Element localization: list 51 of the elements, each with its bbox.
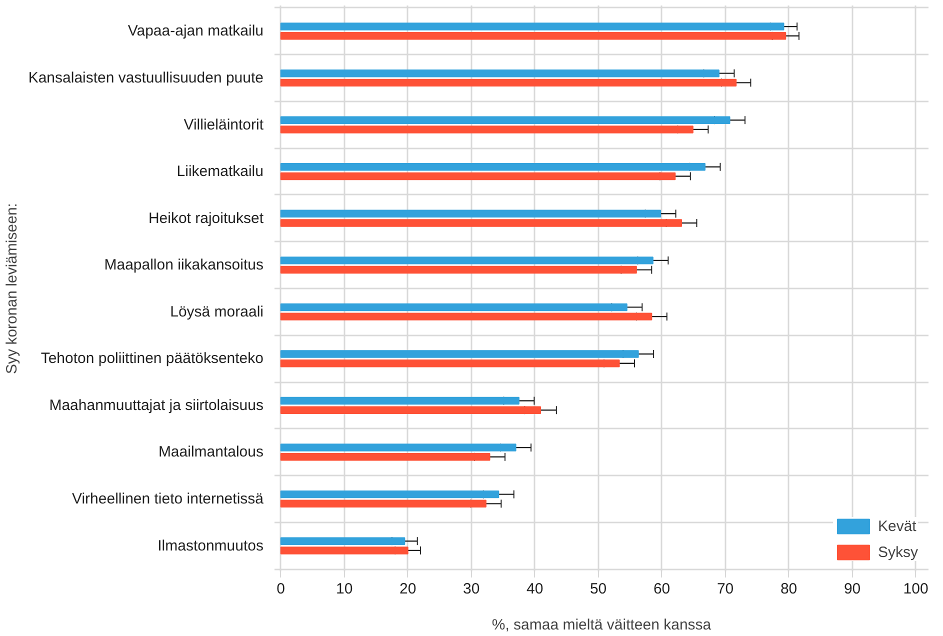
x-tick-label: 10 <box>336 580 353 598</box>
bar <box>280 256 654 264</box>
legend-label: Syksy <box>878 544 918 560</box>
bar <box>280 303 628 312</box>
y-tick-label: Vapaa-ajan matkailu <box>128 22 264 40</box>
bar <box>280 453 490 461</box>
bar <box>280 116 730 124</box>
bar <box>280 32 786 40</box>
x-tick-label: 70 <box>716 580 734 598</box>
bar <box>280 219 682 227</box>
bar <box>280 490 500 498</box>
x-axis-title: %, samaa mieltä väitteen kanssa <box>492 616 712 634</box>
x-tick-label: 20 <box>400 580 416 598</box>
x-tick-label: 100 <box>903 580 928 598</box>
bar <box>280 69 720 78</box>
bar <box>280 350 639 358</box>
x-tick-label: 30 <box>462 580 480 598</box>
bar <box>280 78 737 87</box>
bar <box>280 126 694 134</box>
y-tick-label: Maahanmuuttajat ja siirtolaisuus <box>49 396 264 414</box>
x-tick-label: 90 <box>844 580 861 598</box>
y-axis-title: Syy koronan leviämiseen: <box>3 203 20 374</box>
bar <box>280 537 406 545</box>
x-tick-label: 40 <box>526 580 544 598</box>
y-tick-label: Ilmastonmuutos <box>158 537 264 554</box>
bar <box>280 406 542 414</box>
bar <box>280 210 662 218</box>
x-tick-label: 0 <box>276 580 286 598</box>
bar <box>280 444 516 452</box>
x-tick-label: 60 <box>653 580 670 598</box>
bar <box>280 500 486 508</box>
bar <box>280 172 676 180</box>
bar <box>280 546 408 554</box>
legend-label: Kevät <box>878 518 916 534</box>
y-tick-label: Kansalaisten vastuullisuuden puute <box>28 70 264 87</box>
x-tick-label: 80 <box>780 580 798 598</box>
y-tick-label: Villieläintorit <box>184 116 264 134</box>
y-tick-label: Maapallon iikakansoitus <box>104 256 264 274</box>
bar <box>280 396 520 405</box>
bar <box>280 22 784 30</box>
bar <box>280 266 637 274</box>
y-tick-label: Liikematkailu <box>176 163 264 180</box>
bar <box>280 359 620 368</box>
y-tick-label: Heikot rajoitukset <box>148 210 264 227</box>
x-tick-label: 50 <box>590 580 607 598</box>
y-tick-label: Löysä moraali <box>170 303 264 320</box>
bar <box>280 163 706 171</box>
y-tick-label: Tehoton poliittinen päätöksenteko <box>40 350 264 368</box>
bar <box>280 312 652 320</box>
y-tick-label: Maailmantalous <box>158 444 264 461</box>
y-tick-label: Virheellinen tieto internetissä <box>72 490 264 508</box>
